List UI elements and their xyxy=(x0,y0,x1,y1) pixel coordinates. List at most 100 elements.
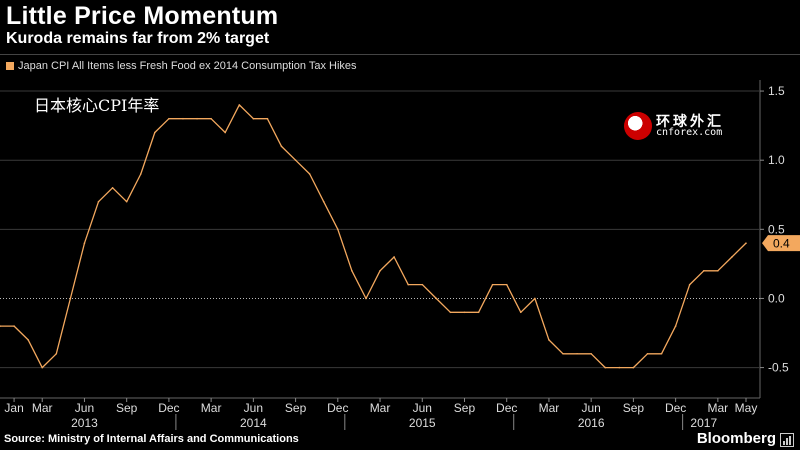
data-point xyxy=(365,297,367,300)
x-tick-label: Jan xyxy=(4,401,23,415)
data-point xyxy=(731,256,733,258)
data-point xyxy=(702,270,705,272)
data-point xyxy=(210,117,212,120)
data-point xyxy=(294,159,297,161)
data-point xyxy=(27,339,29,341)
chart-title: Little Price Momentum xyxy=(6,2,279,30)
brand-logo: Bloomberg xyxy=(696,430,776,447)
x-tick-label: Jun xyxy=(581,401,600,415)
x-tick-label: Mar xyxy=(32,401,53,415)
data-point xyxy=(13,325,15,327)
x-tick-label: Dec xyxy=(158,401,179,415)
x-tick-label: Dec xyxy=(496,401,517,415)
data-point xyxy=(308,173,311,175)
data-point xyxy=(238,104,241,106)
data-point xyxy=(125,200,128,203)
watermark: 环球外汇 cnforex.com xyxy=(624,112,724,140)
data-point xyxy=(646,352,649,355)
y-tick-label: 1.0 xyxy=(768,153,785,167)
bar-chart-icon xyxy=(780,433,794,447)
legend-label: Japan CPI All Items less Fresh Food ex 2… xyxy=(18,60,357,72)
data-point xyxy=(266,117,269,120)
data-point xyxy=(154,131,156,134)
data-point xyxy=(632,366,635,369)
watermark-chinese: 环球外汇 xyxy=(656,113,724,129)
data-point xyxy=(477,311,480,314)
data-point xyxy=(252,117,255,120)
x-tick-label: Sep xyxy=(623,401,645,415)
x-tick-label: Dec xyxy=(327,401,348,415)
data-point xyxy=(519,311,522,314)
data-point xyxy=(562,352,564,355)
x-tick-label: Sep xyxy=(285,401,307,415)
data-point xyxy=(660,352,663,355)
data-point xyxy=(674,325,677,327)
watermark-english: cnforex.com xyxy=(656,127,723,138)
source-note: Source: Ministry of Internal Affairs and… xyxy=(4,433,299,445)
chart-subtitle: Kuroda remains far from 2% target xyxy=(6,30,270,47)
x-tick-label: Jun xyxy=(75,401,94,415)
data-point xyxy=(224,131,227,134)
data-point xyxy=(604,366,607,369)
data-point xyxy=(182,117,184,120)
x-year-label: 2014 xyxy=(240,416,267,430)
data-point xyxy=(351,270,353,272)
x-year-label: 2015 xyxy=(409,416,436,430)
y-tick-label: 0.5 xyxy=(768,222,785,236)
data-point xyxy=(139,173,142,175)
data-point xyxy=(393,256,395,258)
data-point xyxy=(280,145,283,148)
data-point xyxy=(41,366,44,369)
x-year-label: 2016 xyxy=(578,416,605,430)
data-point xyxy=(421,283,424,286)
data-point xyxy=(717,270,719,272)
data-point xyxy=(83,242,86,244)
legend-swatch xyxy=(6,62,14,70)
data-point xyxy=(196,117,198,120)
x-tick-label: Dec xyxy=(665,401,686,415)
data-point xyxy=(379,270,381,272)
series-line xyxy=(0,104,747,369)
last-value-label: 0.4 xyxy=(773,237,790,251)
watermark-logo-icon xyxy=(624,112,652,140)
data-point xyxy=(55,352,58,355)
data-point xyxy=(688,283,691,286)
y-tick-label: -0.5 xyxy=(768,361,789,375)
x-year-label: 2017 xyxy=(690,416,717,430)
x-tick-label: Mar xyxy=(370,401,391,415)
data-point xyxy=(407,283,409,286)
data-point xyxy=(111,187,114,189)
y-tick-label: 1.5 xyxy=(768,84,785,98)
x-tick-label: Sep xyxy=(116,401,138,415)
data-point xyxy=(435,297,438,300)
data-point xyxy=(534,297,536,300)
x-tick-label: Jun xyxy=(413,401,432,415)
x-tick-label: May xyxy=(735,401,758,415)
chart-annotation: 日本核心CPI年率 xyxy=(34,96,160,115)
data-point xyxy=(745,242,747,244)
data-point xyxy=(97,200,100,203)
data-point xyxy=(0,325,1,327)
legend: Japan CPI All Items less Fresh Food ex 2… xyxy=(6,60,357,72)
data-point xyxy=(491,283,494,286)
data-point xyxy=(463,311,466,314)
data-point xyxy=(337,228,339,231)
y-tick-label: 0.0 xyxy=(768,291,785,305)
data-point xyxy=(322,200,325,203)
x-tick-label: Sep xyxy=(454,401,476,415)
x-tick-label: Mar xyxy=(201,401,222,415)
last-value-badge xyxy=(762,235,800,252)
data-point xyxy=(449,311,452,314)
data-point xyxy=(576,352,578,355)
x-tick-label: Mar xyxy=(539,401,560,415)
data-point xyxy=(505,283,508,286)
x-tick-label: Jun xyxy=(244,401,263,415)
data-point xyxy=(168,117,170,120)
data-point xyxy=(548,339,550,341)
data-point xyxy=(590,352,592,355)
header-separator xyxy=(0,54,800,55)
data-point xyxy=(618,366,621,369)
data-point xyxy=(69,297,72,300)
x-tick-label: Mar xyxy=(708,401,729,415)
